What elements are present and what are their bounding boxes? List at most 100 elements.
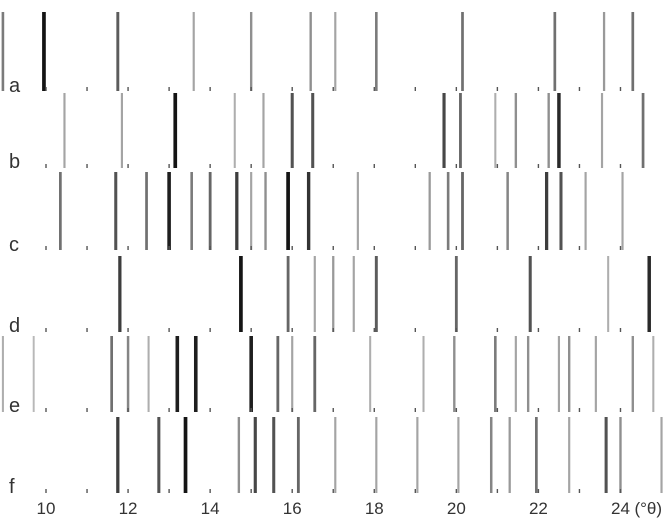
- peak-bar: [375, 417, 378, 493]
- peak-bar: [1, 12, 5, 91]
- row-label: c: [9, 234, 19, 256]
- pattern-row-b: b: [9, 93, 645, 173]
- peak-bar: [528, 256, 532, 332]
- peak-bar: [514, 93, 518, 168]
- peak-bar: [514, 336, 517, 412]
- row-label: e: [9, 395, 20, 417]
- peak-bar: [652, 336, 655, 412]
- peak-bar: [235, 172, 239, 250]
- peak-bar: [508, 417, 511, 493]
- peak-bar: [116, 12, 120, 91]
- peak-bar: [641, 93, 645, 168]
- peak-bar: [494, 93, 497, 168]
- peak-bar: [428, 172, 431, 250]
- pattern-row-a: a: [1, 12, 635, 97]
- peak-bar: [454, 256, 458, 332]
- x-axis-unit: (°θ): [634, 499, 662, 518]
- peak-bar: [374, 256, 378, 332]
- peak-bar: [114, 172, 118, 250]
- peak-bar: [249, 12, 253, 91]
- peak-bar: [192, 12, 195, 91]
- peak-bar: [190, 172, 193, 250]
- peak-bar: [526, 336, 530, 412]
- x-tick-label: 18: [365, 499, 384, 518]
- peak-bar: [313, 336, 317, 412]
- peak-bar: [120, 93, 123, 168]
- peak-bar: [619, 417, 622, 493]
- peak-bar: [557, 93, 561, 168]
- x-tick-label: 22: [529, 499, 548, 518]
- peak-bar: [286, 256, 290, 332]
- peak-bar: [306, 172, 311, 250]
- row-label: a: [9, 75, 21, 97]
- peak-bar: [183, 417, 188, 493]
- peak-bar: [457, 417, 460, 493]
- peak-bar: [253, 417, 257, 493]
- peak-bar: [311, 93, 315, 168]
- peak-bar: [461, 12, 464, 91]
- peak-bar: [547, 93, 550, 168]
- peak-bar: [594, 336, 597, 412]
- peak-bar: [647, 256, 651, 332]
- peak-bar: [553, 12, 557, 91]
- peak-bar: [157, 417, 161, 493]
- peak-bar: [442, 93, 446, 168]
- peak-bar: [42, 12, 46, 91]
- peak-bar: [506, 172, 509, 250]
- row-label: f: [9, 476, 15, 498]
- peak-bar: [416, 417, 419, 493]
- x-tick-label: 16: [283, 499, 302, 518]
- peak-bar: [494, 336, 497, 412]
- peak-bar: [489, 417, 493, 493]
- peak-bar: [604, 417, 608, 493]
- peak-bar: [262, 93, 265, 168]
- peak-bar: [173, 93, 178, 168]
- peak-bar: [264, 172, 267, 250]
- peak-bar: [145, 172, 148, 250]
- peak-bar: [276, 336, 280, 412]
- x-tick-label: 12: [119, 499, 138, 518]
- peak-bar: [193, 336, 198, 412]
- peak-bar: [296, 417, 300, 493]
- peak-bar: [568, 336, 571, 412]
- peak-bar: [126, 336, 130, 412]
- peak-bar: [660, 417, 663, 493]
- peak-bar: [584, 172, 587, 250]
- peak-bar: [233, 93, 236, 168]
- peak-bar: [1, 336, 4, 412]
- peak-bar: [422, 336, 425, 412]
- peak-bar: [631, 12, 635, 91]
- peak-bar: [110, 336, 114, 412]
- row-label: d: [9, 315, 20, 337]
- peak-bar: [167, 172, 171, 250]
- peak-bar: [568, 417, 571, 493]
- peak-bar: [118, 256, 122, 332]
- peak-bar: [621, 172, 624, 250]
- peak-bar: [147, 336, 150, 412]
- peak-bar: [250, 172, 253, 250]
- row-label: b: [9, 151, 20, 173]
- peak-bar: [544, 172, 549, 250]
- peak-bar: [334, 417, 337, 493]
- peak-bar: [375, 12, 378, 91]
- peak-bar: [291, 336, 294, 412]
- peak-bar: [600, 93, 604, 168]
- peak-bar: [332, 256, 335, 332]
- peak-bar: [446, 172, 450, 250]
- peak-bar: [290, 93, 294, 168]
- peak-bar: [352, 256, 355, 332]
- x-tick-label: 20: [447, 499, 466, 518]
- x-tick-label: 14: [201, 499, 220, 518]
- peak-bar: [631, 336, 634, 412]
- peak-bar: [272, 417, 276, 493]
- peak-bar: [309, 12, 312, 91]
- pattern-row-d: d: [9, 256, 651, 337]
- pattern-row-f: f: [9, 417, 663, 498]
- peak-bar: [459, 93, 462, 168]
- peak-bar: [237, 417, 241, 493]
- peak-bar: [239, 256, 243, 332]
- x-axis: 10 12 14 16 18 20 22 24 (°θ): [37, 499, 663, 518]
- peak-bar: [249, 336, 253, 412]
- peak-bar: [334, 12, 337, 91]
